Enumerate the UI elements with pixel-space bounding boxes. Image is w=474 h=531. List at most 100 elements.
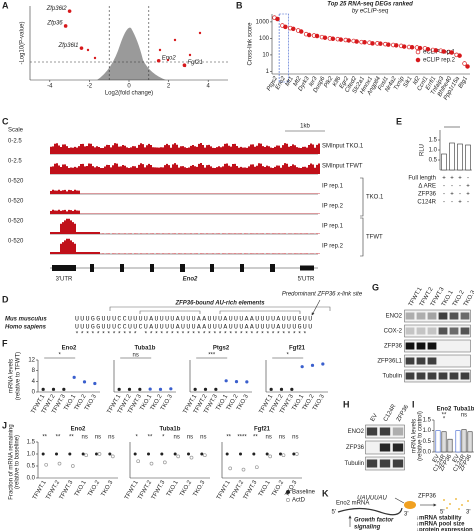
band: [366, 459, 378, 468]
data-point: [401, 44, 407, 49]
data-point: [449, 50, 454, 55]
data-point: [133, 452, 137, 456]
track-label: IP rep.1: [322, 224, 344, 230]
data-point: [298, 29, 304, 34]
lane-label: TKO.3: [463, 289, 474, 308]
data-point: [93, 381, 97, 386]
band: [427, 372, 437, 380]
data-point: [110, 454, 115, 459]
band: [461, 358, 470, 365]
subplot-title: Fgf21: [254, 427, 271, 433]
band: [427, 357, 437, 365]
species-label: Mus musculus: [5, 317, 47, 323]
data-point: [291, 26, 296, 32]
sign: +: [458, 200, 462, 206]
x-tick-label: Mt1: [285, 76, 295, 88]
x-tick-label: TKO.2: [179, 479, 193, 498]
y-tick-label: 1.0: [429, 148, 438, 154]
data-point: [225, 452, 229, 456]
data-point: [241, 467, 246, 472]
y-tick-label: 1.5: [27, 440, 36, 446]
panel-letter: D: [2, 294, 9, 304]
data-point: [386, 42, 391, 47]
significance: *: [287, 353, 290, 359]
y-axis-label: (relative to TFWT): [16, 352, 22, 400]
sign: -: [443, 192, 445, 198]
gene-point: [79, 46, 84, 50]
band: [405, 342, 415, 350]
data-point: [173, 452, 177, 456]
data-point: [281, 453, 286, 458]
sign: -: [443, 200, 445, 206]
data-point: [239, 452, 242, 456]
band: [416, 327, 426, 335]
significance: **: [69, 435, 74, 441]
data-point: [95, 452, 98, 456]
group-label: TKO.1: [366, 195, 384, 201]
track-label: IP rep.1: [322, 184, 344, 190]
y-tick-label: 0.0: [27, 476, 36, 482]
band: [416, 357, 426, 365]
panel-letter: F: [2, 338, 8, 348]
sign: -: [467, 200, 469, 206]
band: [392, 427, 404, 436]
gene-label: Eno2: [162, 55, 177, 61]
gene-name: Eno2: [183, 277, 198, 283]
sign: -: [443, 184, 445, 190]
significance: **: [148, 435, 153, 441]
sequence: UUUGGUUUCCUUCUAUUUUAUUUAAUUUAUUUAAUUUUAU…: [75, 324, 314, 331]
sign: +: [450, 176, 454, 182]
legend-marker: [415, 57, 421, 63]
lane-label: EV: [370, 413, 379, 423]
gene-label: Zfp36l2: [46, 6, 68, 12]
bar: [441, 431, 447, 453]
data-point: [97, 452, 102, 456]
significance: ns: [461, 413, 467, 419]
signal-label: Growth factor: [354, 518, 394, 524]
data-point: [457, 53, 462, 58]
data-point: [306, 32, 312, 38]
x-tick-label: EV: [452, 454, 461, 464]
mrna-strand: [337, 507, 403, 516]
x-tick-label: -4: [47, 84, 53, 90]
data-point: [117, 387, 121, 391]
track-label: IP rep.2: [322, 204, 344, 210]
gene-label: Zfp36: [46, 21, 63, 27]
data-point: [370, 41, 375, 46]
y-axis-label: (relative to baseline): [15, 435, 21, 489]
subplot-title: Tuba1b: [135, 346, 156, 352]
data-point: [228, 466, 233, 471]
panel-letter: E: [396, 116, 402, 126]
track-range: 0-520: [8, 199, 24, 205]
sign: -: [459, 184, 461, 190]
coverage-track: [50, 189, 320, 194]
y-axis-label: Cross-link score: [248, 22, 254, 66]
data-point: [322, 35, 328, 40]
band: [392, 459, 404, 468]
y-axis-label: mRNA levels: [9, 359, 15, 393]
band: [450, 358, 459, 365]
data-point: [354, 39, 359, 44]
band: [427, 327, 437, 335]
data-point: [314, 33, 320, 39]
mrna-label: Eno2 mRNA: [336, 501, 369, 507]
data-point: [214, 387, 218, 391]
significance: ns: [173, 435, 179, 441]
data-point: [68, 452, 72, 456]
y-tick-label: 0.5: [429, 158, 438, 164]
motif: UAUUUAU: [357, 496, 387, 502]
significance: ns: [265, 435, 271, 441]
data-point: [81, 452, 85, 456]
data-point: [462, 61, 467, 66]
sign: +: [442, 176, 446, 182]
data-point: [162, 460, 167, 465]
data-point: [279, 387, 284, 391]
bar: [447, 438, 453, 453]
bar: [449, 142, 455, 171]
x-axis-label: Log2(fold change): [105, 91, 153, 97]
data-point: [41, 387, 45, 391]
scale-bar-label: 1kb: [300, 124, 310, 130]
sign: -: [451, 184, 453, 190]
gene-point: [156, 58, 161, 63]
data-point: [55, 452, 58, 456]
